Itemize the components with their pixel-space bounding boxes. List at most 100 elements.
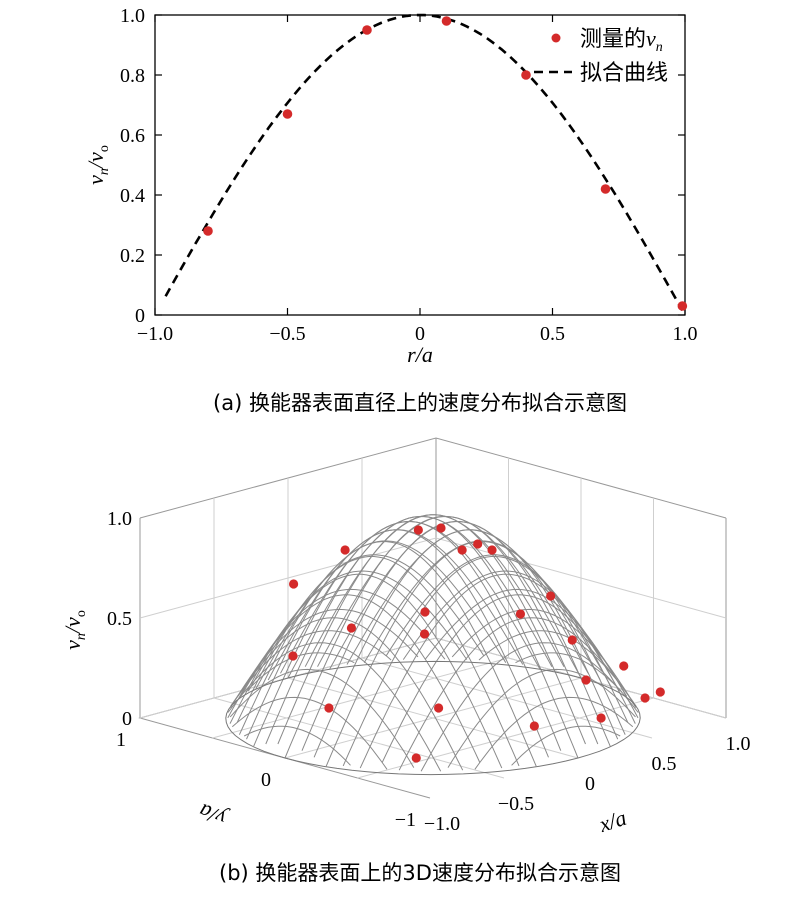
chart-b-ticks: 00.51.0−1.0−0.500.51.0−101 — [107, 508, 751, 835]
chart-b-box — [138, 437, 727, 799]
surface-mesh-line — [329, 521, 611, 747]
measured-point-3d — [567, 635, 577, 645]
chart-a-fit-curve — [164, 13, 684, 311]
surface-mesh-line — [342, 556, 620, 767]
surface-mesh-line — [238, 540, 507, 735]
measured-point — [521, 70, 531, 80]
chart-b: 00.51.0−1.0−0.500.51.0−101 vn/vo x/a y/a… — [60, 437, 751, 885]
x-tick-label: −0.5 — [269, 323, 305, 345]
y-tick-label: 0 — [135, 305, 145, 327]
y-tick-label: 0.2 — [120, 245, 145, 267]
floor-grid-y — [284, 677, 582, 759]
surface-mesh-line — [232, 630, 392, 703]
measured-point-3d — [529, 721, 539, 731]
surface-mesh-line — [247, 556, 520, 767]
legend-measured-marker — [551, 33, 561, 43]
chart-b-x-label: x/a — [595, 805, 629, 837]
surface-mesh-line — [515, 652, 623, 693]
surface-mesh-line — [317, 516, 599, 745]
y-tick-label: 1.0 — [120, 5, 145, 27]
measured-point — [203, 226, 213, 236]
x-tick-label: 0.5 — [652, 753, 677, 775]
measured-point-3d — [640, 693, 650, 703]
surface-mesh-line — [230, 608, 419, 708]
surface-mesh-line — [245, 652, 355, 693]
chart-b-z-label: vn/vo — [60, 610, 89, 650]
legend-measured-label: 测量的vn — [580, 26, 663, 55]
wall-grid-z — [139, 537, 727, 619]
surface-mesh-line — [227, 588, 446, 719]
measured-point-3d — [324, 703, 334, 713]
surface-mesh-line — [381, 594, 630, 763]
caption-a: (a) 换能器表面直径上的速度分布拟合示意图 — [213, 391, 627, 415]
measured-point-3d — [515, 609, 526, 619]
chart-b-y-label: y/a — [196, 799, 232, 832]
measured-point-3d — [340, 545, 350, 555]
floor-grid-y — [212, 657, 509, 739]
measured-point — [600, 184, 611, 194]
chart-a-y-label: vn/vo — [83, 145, 112, 185]
x-tick-label: −1.0 — [424, 813, 460, 835]
z-tick-label: 0.5 — [107, 608, 132, 630]
y-tick-label: −1 — [395, 809, 416, 831]
chart-b-points — [288, 523, 665, 763]
chart-a-x-ticks: −1.0 −0.5 0 0.5 1.0 — [137, 15, 698, 345]
x-tick-label: 0.5 — [540, 323, 565, 345]
surface-mesh-line — [451, 608, 637, 708]
x-tick-label: −1.0 — [137, 323, 173, 345]
measured-point-3d — [457, 545, 467, 555]
surface-mesh-line — [253, 521, 541, 747]
chart-a-legend: 测量的vn 拟合曲线 — [534, 26, 668, 86]
measured-point-3d — [289, 579, 299, 589]
measured-point-3d — [411, 753, 421, 763]
measured-point-3d — [436, 523, 446, 533]
caption-b: (b) 换能器表面上的3D速度分布拟合示意图 — [219, 861, 621, 885]
measured-point — [282, 109, 293, 119]
y-tick-label: 1 — [116, 729, 126, 751]
y-tick-label: 0 — [261, 769, 271, 791]
surface-mesh-line — [277, 514, 565, 745]
chart-a-points — [203, 16, 688, 311]
y-tick-label: 0.4 — [120, 185, 145, 207]
surface-mesh-line — [236, 554, 485, 723]
surface-mesh-line — [385, 554, 629, 723]
surface-mesh-line — [363, 540, 626, 735]
box-top-edge — [139, 437, 727, 519]
surface-mesh-line — [246, 529, 524, 740]
measured-point-3d — [546, 591, 556, 601]
x-tick-label: 0 — [415, 323, 425, 345]
chart-a-frame — [154, 14, 686, 316]
x-tick-label: 0 — [585, 773, 595, 795]
z-tick-label: 1.0 — [107, 508, 132, 530]
measured-point-3d — [288, 651, 298, 661]
x-tick-label: 1.0 — [673, 323, 698, 345]
surface-mesh-line — [265, 516, 553, 745]
y-tick-label: 0.6 — [120, 125, 145, 147]
measured-point-3d — [346, 623, 357, 633]
surface-mesh-line — [424, 588, 639, 719]
surface-rim — [225, 660, 641, 776]
surface-mesh-line — [229, 570, 468, 724]
measured-point — [441, 16, 452, 26]
measured-point-3d — [434, 703, 444, 713]
measured-point — [677, 301, 688, 311]
surface-mesh-line — [478, 630, 635, 703]
surface-mesh-line — [447, 668, 636, 768]
measured-point-3d — [581, 675, 591, 685]
chart-a-x-label: r/a — [407, 342, 433, 367]
x-tick-label: −0.5 — [498, 793, 534, 815]
measured-point-3d — [420, 607, 430, 617]
measured-point-3d — [413, 525, 423, 535]
measured-point-3d — [655, 687, 665, 697]
measured-point-3d — [419, 629, 430, 639]
measured-point-3d — [487, 545, 497, 555]
measured-point-3d — [473, 539, 483, 549]
chart-b-surface — [225, 514, 641, 776]
measured-point-3d — [619, 661, 629, 671]
chart-a-y-ticks: 0 0.2 0.4 0.6 0.8 1.0 — [120, 5, 685, 327]
y-tick-label: 0.8 — [120, 65, 145, 87]
legend-fit-label: 拟合曲线 — [580, 61, 668, 86]
measured-point — [362, 25, 372, 35]
z-tick-label: 0 — [122, 708, 132, 730]
